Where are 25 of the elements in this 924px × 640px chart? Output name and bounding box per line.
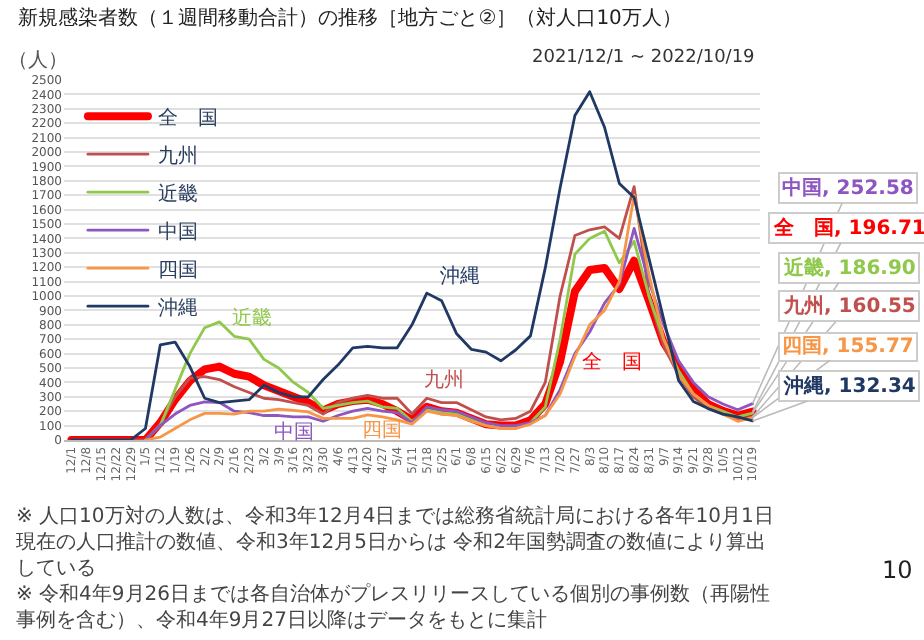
- data-label: 沖縄, 132.34: [782, 374, 916, 398]
- annotation: 中国: [274, 420, 314, 444]
- annotation: 近畿: [232, 306, 272, 330]
- data-label: 四国, 155.77: [782, 336, 914, 358]
- text: ※ 令和4年9月26日までは各自治体がプレスリリースしている個別の事例数（再陽性事例を含む）、令和4年9月27日以降はデータをもとに集計: [16, 582, 771, 632]
- data-label: 中国, 252.58: [782, 176, 914, 200]
- legend-label: 沖縄: [157, 296, 198, 320]
- y-axis-title: （人）: [8, 50, 68, 72]
- legend-label: 近畿: [157, 182, 198, 206]
- legend-label: 全 国: [157, 106, 218, 130]
- chart-subtitle: 2021/12/1 ~ 2022/10/19: [532, 48, 756, 68]
- annotation: 九州: [424, 368, 464, 392]
- data-label: 全 国, 196.71: [772, 216, 924, 240]
- data-label: 近畿, 186.90: [782, 256, 916, 280]
- text: 10: [882, 556, 913, 584]
- legend-label: 中国: [157, 220, 198, 244]
- legend-label: 四国: [157, 260, 198, 282]
- chart-title: 新規感染者数（１週間移動合計）の推移［地方ごと②］（対人口10万人）: [18, 5, 682, 30]
- data-label: 九州, 160.55: [782, 294, 916, 318]
- text: ※ 人口10万対の人数は、令和3年12月4日までは総務省統計局における各年10月1日現在の人口推計の数値、令和3年12月5日からは 令和2年国勢調査の数値により算出している: [16, 504, 774, 580]
- annotation: 全 国: [582, 350, 642, 374]
- line-series: [70, 90, 754, 440]
- annotation: 四国: [362, 420, 402, 442]
- legend-label: 九州: [157, 144, 198, 168]
- annotation: 沖縄: [440, 264, 480, 288]
